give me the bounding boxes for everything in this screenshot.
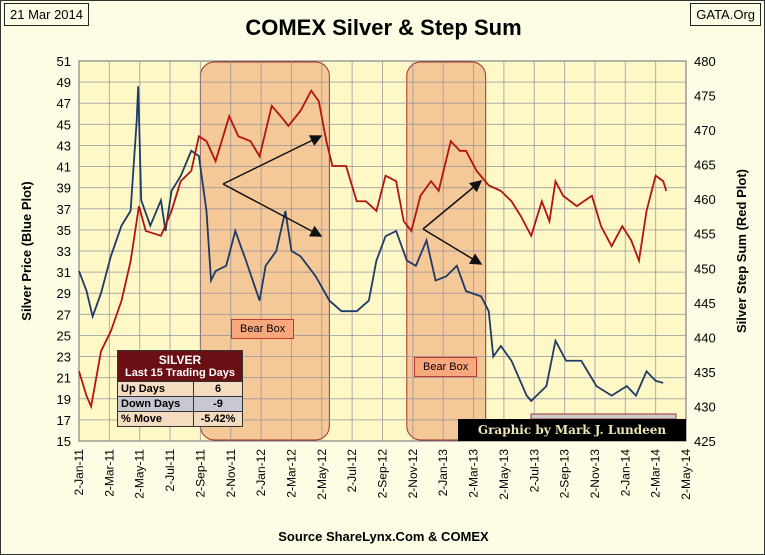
- x-tick-label: 2-Sep-13: [558, 449, 572, 499]
- row-value: -9: [213, 398, 223, 410]
- credit-label: Graphic by Mark J. Lundeen: [458, 419, 686, 441]
- row-value: -5.42%: [200, 413, 236, 425]
- y-tick-label: 17: [57, 413, 71, 428]
- x-tick-label: 2-Nov-12: [406, 449, 420, 499]
- y-tick-label: 35: [57, 223, 71, 238]
- x-tick-label: 2-Mar-13: [467, 449, 481, 498]
- x-tick-label: 2-May-12: [315, 449, 329, 500]
- y2-tick-label: 475: [694, 89, 716, 104]
- y2-axis-label: Silver Step Sum (Red Plot): [734, 169, 749, 333]
- x-tick-label: 2-Jan-14: [618, 449, 632, 497]
- x-tick-label: 2-Jan-12: [254, 449, 268, 497]
- y-tick-label: 15: [57, 434, 71, 449]
- y2-tick-label: 430: [694, 399, 716, 414]
- table-subtitle: Last 15 Trading Days: [124, 367, 236, 379]
- x-tick-label: 2-Jan-13: [436, 449, 450, 497]
- y-tick-label: 45: [57, 117, 71, 132]
- y-tick-label: 37: [57, 202, 71, 217]
- row-label: Up Days: [118, 382, 194, 396]
- y-tick-label: 31: [57, 265, 71, 280]
- table-row: Down Days -9: [118, 396, 242, 411]
- x-tick-label: 2-Mar-12: [284, 449, 298, 498]
- chart-title: COMEX Silver & Step Sum: [245, 15, 522, 40]
- y2-tick-label: 435: [694, 365, 716, 380]
- y-tick-label: 51: [57, 54, 71, 69]
- arrow: [222, 183, 323, 237]
- table-header: SILVER Last 15 Trading Days: [118, 351, 242, 381]
- y-tick-label: 43: [57, 138, 71, 153]
- row-label: % Move: [118, 412, 194, 426]
- x-tick-label: 2-Jul-12: [345, 449, 359, 493]
- y2-tick-label: 480: [694, 54, 716, 69]
- arrow: [422, 180, 483, 230]
- y-tick-label: 23: [57, 350, 71, 365]
- y2-tick-label: 440: [694, 330, 716, 345]
- row-value: 6: [214, 383, 222, 395]
- y2-tick-label: 460: [694, 192, 716, 207]
- y-tick-label: 21: [57, 371, 71, 386]
- silver-stats-table: SILVER Last 15 Trading Days Up Days 6 Down…: [117, 350, 243, 427]
- x-tick-label: 2-Sep-11: [193, 449, 207, 498]
- y-tick-label: 33: [57, 244, 71, 259]
- y2-tick-label: 455: [694, 227, 716, 242]
- x-tick-label: 2-Jul-13: [527, 449, 541, 493]
- source-label: Source ShareLynx.Com & COMEX: [278, 529, 489, 544]
- table-row: Up Days 6: [118, 381, 242, 396]
- bear-box-label-1: Bear Box: [231, 319, 295, 339]
- x-tick-label: 2-Nov-13: [588, 449, 602, 499]
- row-label: Down Days: [118, 397, 194, 411]
- x-tick-label: 2-Mar-14: [649, 449, 663, 498]
- y-tick-label: 27: [57, 307, 71, 322]
- table-title: SILVER: [158, 353, 202, 367]
- y2-tick-label: 425: [694, 434, 716, 449]
- x-tick-label: 2-May-14: [679, 449, 693, 500]
- y2-tick-label: 450: [694, 261, 716, 276]
- x-tick-label: 2-Jul-11: [163, 449, 177, 492]
- x-tick-label: 2-Jan-11: [72, 449, 86, 496]
- x-tick-label: 2-Mar-11: [102, 449, 116, 497]
- x-tick-label: 2-May-13: [497, 449, 511, 500]
- x-tick-label: 2-Nov-11: [224, 449, 238, 498]
- y-tick-label: 19: [57, 392, 71, 407]
- y-tick-label: 41: [57, 160, 71, 175]
- x-tick-label: 2-May-11: [133, 449, 147, 499]
- bear-box-label-2: Bear Box: [414, 357, 478, 377]
- y-tick-label: 25: [57, 328, 71, 343]
- site-label: GATA.Org: [690, 3, 761, 26]
- y-tick-label: 47: [57, 96, 71, 111]
- arrow: [422, 228, 483, 265]
- silver-price-line: [78, 86, 664, 403]
- step-sum-line: [78, 89, 668, 410]
- y-tick-label: 29: [57, 286, 71, 301]
- y-axis-label: Silver Price (Blue Plot): [19, 181, 34, 320]
- y2-tick-label: 465: [694, 158, 716, 173]
- y2-tick-label: 445: [694, 296, 716, 311]
- y-tick-label: 39: [57, 181, 71, 196]
- x-tick-label: 2-Sep-12: [376, 449, 390, 499]
- y-tick-label: 49: [57, 75, 71, 90]
- arrow: [222, 135, 323, 185]
- y2-tick-label: 470: [694, 123, 716, 138]
- table-row: % Move -5.42%: [118, 411, 242, 426]
- date-label: 21 Mar 2014: [4, 3, 89, 26]
